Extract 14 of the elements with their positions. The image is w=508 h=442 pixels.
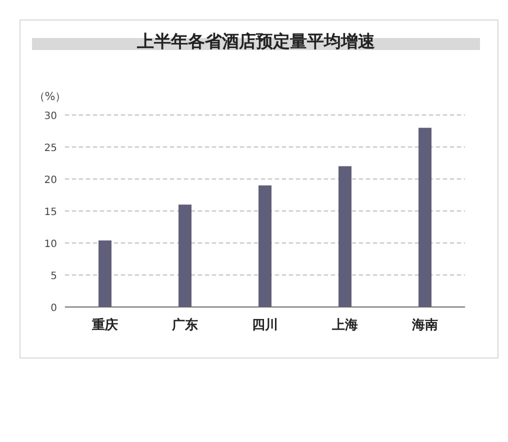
chart-title: 上半年各省酒店预定量平均增速 (136, 32, 375, 52)
y-tick-label: 25 (44, 143, 57, 154)
y-tick-label: 30 (44, 111, 57, 122)
y-tick-label: 15 (44, 207, 57, 218)
x-tick-label: 海南 (411, 318, 438, 333)
y-tick-label: 20 (44, 175, 57, 186)
y-axis-title: （%） (34, 90, 66, 103)
x-tick-label: 四川 (252, 318, 278, 333)
x-tick-label: 广东 (171, 317, 198, 333)
y-tick-label: 0 (50, 303, 57, 314)
y-tick-label: 10 (44, 239, 57, 250)
x-tick-label: 重庆 (91, 317, 118, 333)
y-tick-label: 5 (50, 271, 57, 282)
x-tick-label: 上海 (331, 318, 358, 333)
